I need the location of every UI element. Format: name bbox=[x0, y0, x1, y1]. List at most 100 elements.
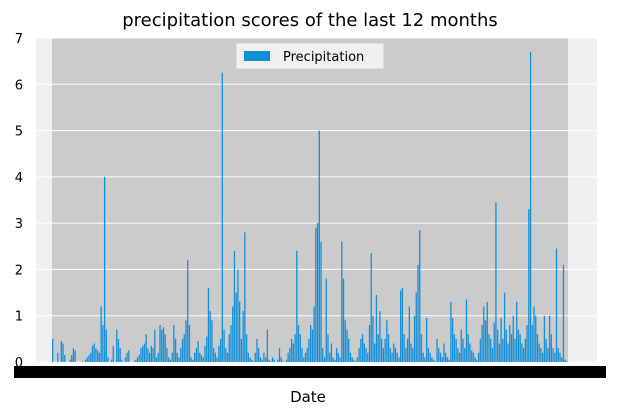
precipitation-bar bbox=[161, 329, 163, 362]
precipitation-bar bbox=[405, 348, 407, 362]
precipitation-bar bbox=[142, 345, 144, 362]
precipitation-bar bbox=[88, 355, 90, 362]
precipitation-bar bbox=[195, 348, 198, 362]
precipitation-bar bbox=[180, 348, 182, 362]
precipitation-bar bbox=[176, 352, 178, 362]
precipitation-bar bbox=[287, 352, 289, 362]
precipitation-bar bbox=[476, 359, 478, 362]
y-tick-label: 6 bbox=[15, 78, 23, 93]
chart-title: precipitation scores of the last 12 mont… bbox=[122, 10, 498, 31]
precipitation-bar bbox=[290, 338, 293, 362]
precipitation-bar bbox=[512, 315, 514, 362]
precipitation-bar bbox=[206, 336, 208, 362]
precipitation-bar bbox=[446, 357, 449, 362]
precipitation-bar bbox=[367, 352, 369, 362]
precipitation-bar bbox=[436, 338, 438, 362]
precipitation-bar bbox=[164, 334, 166, 362]
precipitation-bar bbox=[483, 306, 485, 362]
precipitation-bar bbox=[377, 334, 379, 362]
precipitation-bar bbox=[183, 334, 185, 362]
precipitation-bar bbox=[136, 357, 139, 362]
precipitation-bar bbox=[408, 306, 410, 362]
precipitation-bar bbox=[332, 357, 334, 362]
y-tick-label: 1 bbox=[15, 310, 23, 325]
precipitation-bar bbox=[358, 348, 360, 362]
precipitation-bar bbox=[469, 343, 471, 362]
precipitation-bar bbox=[289, 348, 291, 362]
precipitation-bar bbox=[538, 343, 540, 362]
precipitation-bar bbox=[322, 348, 324, 362]
precipitation-bar bbox=[488, 334, 490, 362]
precipitation-bar bbox=[406, 338, 409, 362]
precipitation-bar bbox=[379, 311, 381, 362]
precipitation-bar bbox=[550, 334, 552, 362]
precipitation-bar bbox=[467, 334, 469, 362]
precipitation-bar bbox=[363, 343, 365, 362]
precipitation-bar bbox=[213, 348, 215, 362]
precipitation-bar bbox=[143, 343, 146, 362]
precipitation-bar bbox=[374, 343, 376, 362]
legend: Precipitation bbox=[235, 42, 385, 70]
precipitation-bar bbox=[432, 359, 435, 362]
bars bbox=[52, 51, 568, 363]
precipitation-bar bbox=[535, 315, 537, 362]
precipitation-bar bbox=[545, 338, 547, 362]
precipitation-bar bbox=[434, 361, 436, 362]
precipitation-bar bbox=[112, 345, 114, 362]
precipitation-bar bbox=[237, 269, 239, 362]
grid-lines bbox=[36, 37, 597, 363]
precipitation-bar bbox=[348, 338, 350, 362]
precipitation-bar bbox=[259, 357, 262, 362]
precipitation-bar bbox=[422, 352, 424, 362]
precipitation-bar bbox=[193, 352, 196, 362]
precipitation-bar bbox=[119, 348, 121, 362]
precipitation-bar bbox=[185, 320, 187, 362]
precipitation-bar bbox=[334, 359, 336, 362]
precipitation-bar bbox=[498, 343, 501, 362]
precipitation-bar bbox=[247, 352, 249, 362]
precipitation-bar bbox=[93, 343, 95, 362]
precipitation-bar bbox=[509, 324, 511, 362]
precipitation-bar bbox=[226, 352, 229, 362]
precipitation-bar bbox=[249, 357, 251, 362]
precipitation-bar bbox=[268, 359, 270, 362]
y-tick-label: 3 bbox=[15, 217, 23, 232]
precipitation-bar bbox=[207, 287, 210, 362]
precipitation-bar bbox=[410, 343, 412, 362]
precipitation-bar bbox=[304, 352, 307, 362]
precipitation-bar bbox=[107, 357, 109, 362]
precipitation-bar bbox=[412, 348, 414, 362]
precipitation-bar bbox=[173, 324, 175, 362]
precipitation-bar bbox=[190, 357, 192, 362]
precipitation-bar bbox=[368, 324, 371, 362]
precipitation-bar bbox=[457, 348, 459, 362]
precipitation-bar bbox=[325, 278, 327, 362]
precipitation-bar bbox=[235, 292, 237, 362]
precipitation-bar bbox=[242, 311, 244, 362]
precipitation-bar bbox=[479, 338, 481, 362]
precipitation-bar bbox=[81, 361, 83, 362]
precipitation-bar bbox=[187, 260, 189, 362]
precipitation-bar bbox=[303, 357, 305, 362]
precipitation-bar bbox=[91, 345, 94, 362]
precipitation-bar bbox=[427, 348, 430, 362]
precipitation-bar bbox=[232, 306, 234, 362]
precipitation-bar bbox=[168, 357, 170, 362]
precipitation-bar bbox=[472, 352, 475, 362]
precipitation-bar bbox=[502, 338, 504, 362]
precipitation-bar bbox=[320, 241, 322, 362]
precipitation-bar bbox=[221, 72, 223, 363]
precipitation-bar bbox=[419, 230, 421, 362]
precipitation-bar bbox=[110, 359, 113, 362]
precipitation-bar bbox=[474, 357, 476, 362]
y-tick-label: 5 bbox=[15, 125, 23, 140]
precipitation-bar bbox=[95, 348, 97, 362]
precipitation-bar bbox=[273, 359, 275, 362]
precipitation-bar bbox=[202, 357, 204, 362]
precipitation-bar bbox=[230, 324, 232, 362]
precipitation-bar bbox=[380, 338, 383, 362]
precipitation-bar bbox=[261, 359, 263, 362]
y-tick-label: 0 bbox=[15, 356, 23, 371]
precipitation-bar bbox=[503, 292, 506, 362]
precipitation-bar bbox=[254, 352, 256, 362]
